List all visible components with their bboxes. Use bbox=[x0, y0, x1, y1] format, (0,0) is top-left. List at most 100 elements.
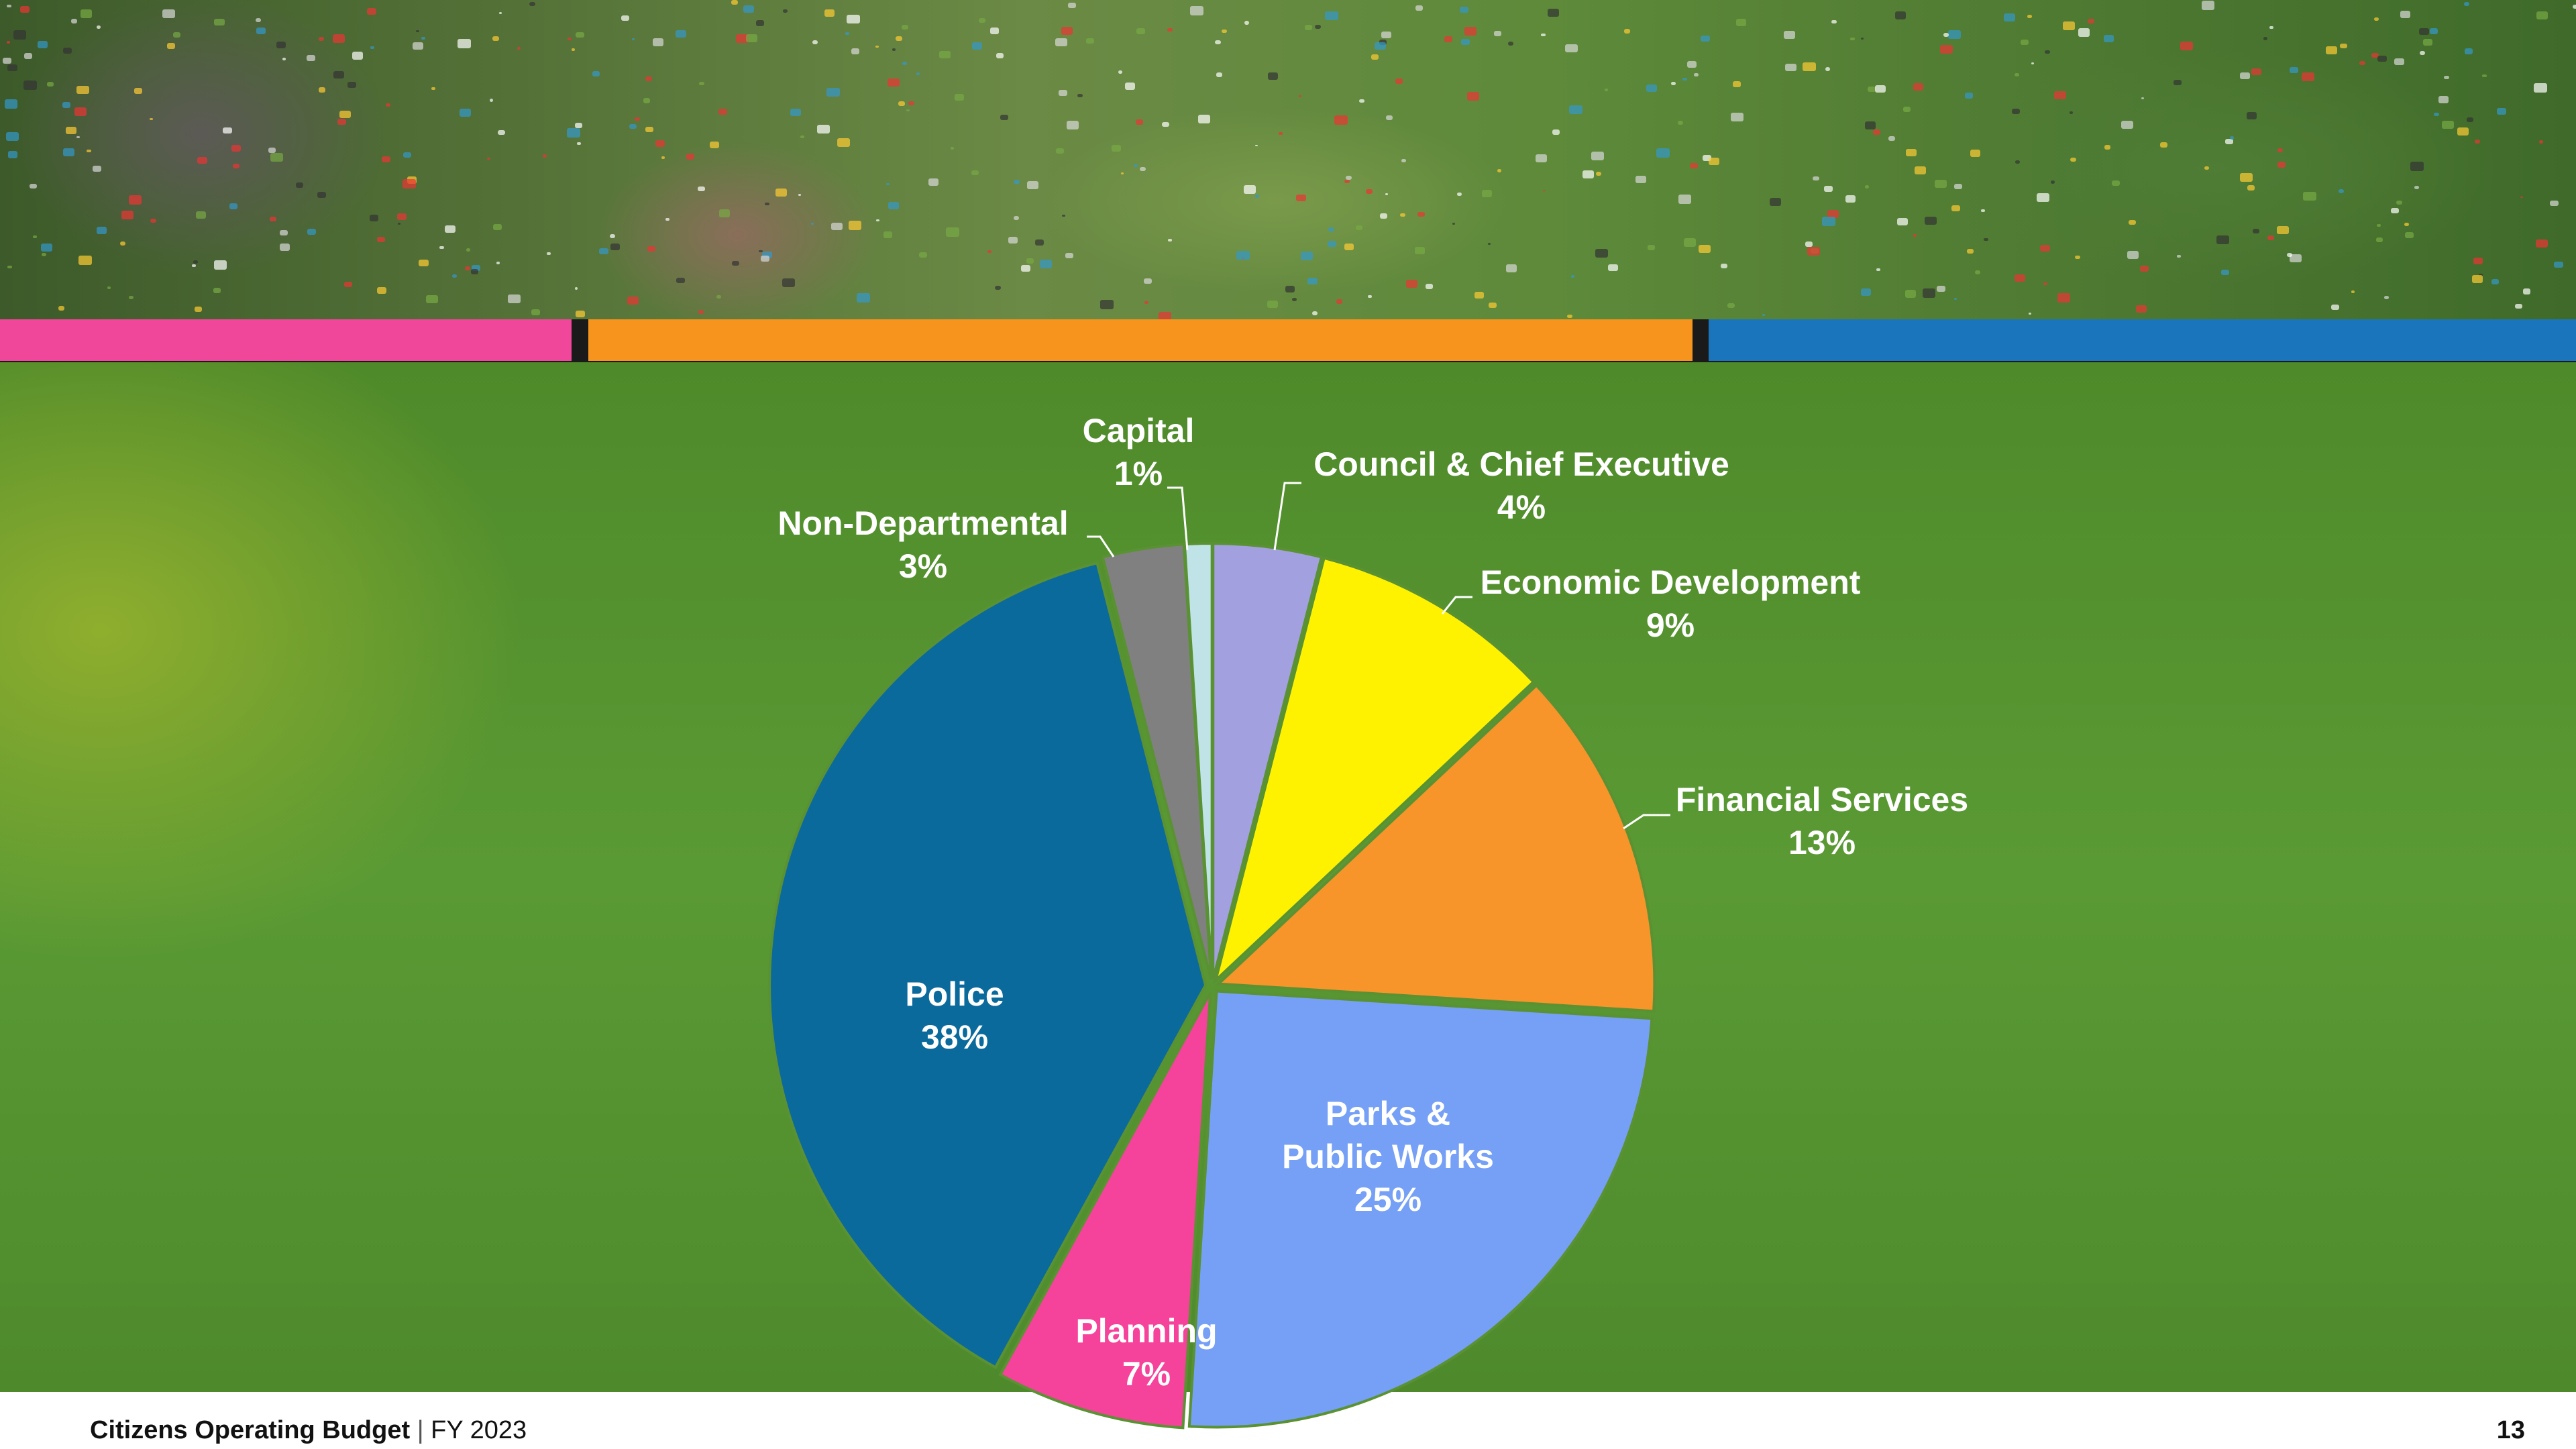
photo-detail bbox=[2572, 4, 2576, 9]
photo-detail bbox=[2140, 266, 2149, 272]
photo-detail bbox=[698, 310, 704, 314]
photo-detail bbox=[2522, 288, 2531, 294]
photo-detail bbox=[1143, 278, 1152, 284]
photo-detail bbox=[6, 4, 11, 8]
photo-detail bbox=[946, 227, 959, 237]
photo-detail bbox=[1405, 280, 1417, 288]
photo-detail bbox=[1026, 180, 1038, 189]
photo-detail bbox=[1571, 275, 1575, 278]
photo-detail bbox=[761, 255, 770, 262]
photo-detail bbox=[1312, 311, 1318, 315]
photo-detail bbox=[1552, 129, 1560, 135]
photo-detail bbox=[1896, 217, 1909, 226]
photo-detail bbox=[2012, 109, 2020, 115]
slice-label: Economic Development 9% bbox=[1481, 561, 1861, 647]
photo-detail bbox=[1914, 166, 1926, 174]
photo-detail bbox=[2340, 43, 2347, 49]
photo-detail bbox=[87, 149, 91, 153]
photo-detail bbox=[759, 250, 763, 253]
photo-detail bbox=[2330, 304, 2339, 311]
photo-detail bbox=[1497, 169, 1502, 172]
photo-detail bbox=[1785, 63, 1796, 72]
photo-detail bbox=[883, 231, 892, 238]
photo-detail bbox=[386, 103, 390, 107]
photo-detail bbox=[256, 28, 266, 35]
photo-detail bbox=[2057, 293, 2071, 303]
slice-label-value: 13% bbox=[1788, 824, 1856, 861]
photo-detail bbox=[665, 217, 670, 221]
photo-detail bbox=[1493, 30, 1501, 36]
photo-detail bbox=[1970, 150, 1980, 157]
photo-detail bbox=[1026, 258, 1034, 264]
photo-detail bbox=[1690, 163, 1699, 169]
slice-label-name: Non-Departmental bbox=[777, 504, 1069, 542]
photo-detail bbox=[1314, 24, 1322, 30]
photo-detail bbox=[1868, 86, 1876, 92]
photo-detail bbox=[339, 110, 352, 119]
photo-detail bbox=[96, 25, 101, 30]
photo-detail bbox=[1236, 250, 1250, 260]
photo-detail bbox=[824, 9, 835, 17]
photo-detail bbox=[1635, 175, 1646, 183]
photo-detail bbox=[647, 246, 655, 252]
photo-detail bbox=[1547, 9, 1560, 17]
photo-detail bbox=[63, 148, 74, 156]
photo-detail bbox=[337, 118, 347, 125]
photo-detail bbox=[1888, 136, 1895, 142]
photo-detail bbox=[1536, 154, 1548, 163]
photo-detail bbox=[1925, 216, 1937, 225]
photo-detail bbox=[1062, 215, 1065, 217]
photo-detail bbox=[282, 57, 286, 60]
photo-detail bbox=[1623, 29, 1631, 34]
photo-detail bbox=[1481, 189, 1492, 197]
photo-detail bbox=[2466, 117, 2473, 123]
photo-detail bbox=[1936, 285, 1946, 292]
photo-detail bbox=[1487, 242, 1491, 245]
photo-detail bbox=[1505, 264, 1517, 272]
photo-detail bbox=[2376, 224, 2381, 227]
photo-detail bbox=[1375, 42, 1386, 50]
photo-detail bbox=[2550, 200, 2559, 207]
photo-detail bbox=[42, 253, 46, 256]
photo-detail bbox=[193, 260, 199, 264]
photo-detail bbox=[2534, 83, 2547, 93]
photo-detail bbox=[1913, 234, 1917, 237]
leader-line bbox=[1167, 486, 1189, 551]
photo-detail bbox=[790, 108, 801, 116]
photo-detail bbox=[1254, 195, 1259, 198]
photo-detail bbox=[698, 81, 704, 86]
photo-detail bbox=[908, 101, 914, 105]
slice-label-name: Council & Chief Executive bbox=[1313, 445, 1729, 483]
photo-detail bbox=[1162, 121, 1170, 127]
photo-detail bbox=[599, 248, 609, 255]
photo-detail bbox=[1845, 195, 1856, 203]
photo-detail bbox=[2474, 139, 2480, 144]
photo-detail bbox=[2277, 162, 2286, 168]
photo-detail bbox=[1940, 45, 1953, 54]
photo-detail bbox=[30, 183, 38, 189]
photo-detail bbox=[498, 129, 505, 136]
photo-detail bbox=[1459, 6, 1468, 13]
photo-detail bbox=[333, 34, 345, 43]
photo-detail bbox=[2087, 18, 2094, 23]
photo-detail bbox=[547, 252, 551, 255]
photo-detail bbox=[487, 157, 490, 160]
photo-detail bbox=[318, 87, 326, 93]
photo-detail bbox=[1068, 2, 1076, 9]
photo-detail bbox=[2391, 207, 2399, 213]
photo-detail bbox=[655, 140, 665, 147]
photo-detail bbox=[96, 227, 107, 234]
page-number: 13 bbox=[2496, 1416, 2525, 1444]
photo-detail bbox=[1189, 6, 1203, 16]
photo-detail bbox=[1244, 21, 1250, 25]
photo-detail bbox=[2491, 279, 2499, 285]
photo-detail bbox=[1813, 176, 1819, 181]
photo-detail bbox=[80, 9, 93, 18]
photo-detail bbox=[634, 117, 640, 121]
photo-detail bbox=[782, 278, 795, 288]
photo-detail bbox=[1827, 210, 1839, 218]
slice-label-name: Capital bbox=[1082, 412, 1195, 449]
photo-detail bbox=[2396, 201, 2402, 205]
photo-detail bbox=[996, 53, 1004, 58]
photo-detail bbox=[2520, 196, 2524, 199]
